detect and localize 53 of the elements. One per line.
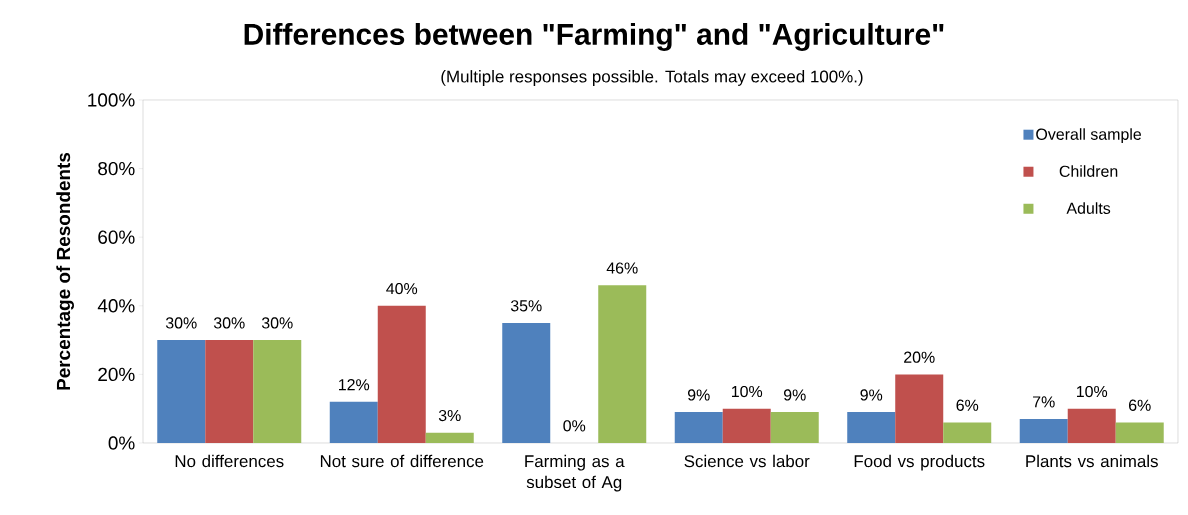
y-tick-label: 20% (98, 367, 135, 382)
y-tick-label: 100% (88, 93, 135, 107)
chart-subtitle: (Multiple responses possible. Totals may exceed 100%.) (441, 70, 863, 86)
data-label: 6% (1129, 399, 1151, 411)
data-label: 20% (904, 351, 935, 363)
x-tick-label: Food vs products (854, 454, 985, 471)
data-label: 30% (261, 317, 293, 329)
bar (770, 412, 819, 443)
bar (377, 305, 426, 443)
legend-label: Children (1059, 165, 1118, 177)
x-tick-label: Plants vs animals (1026, 454, 1158, 468)
bar (895, 374, 944, 443)
bar (502, 322, 551, 443)
bar (674, 412, 723, 443)
data-label: 9% (783, 389, 806, 401)
bar (425, 432, 474, 443)
bar (1019, 418, 1068, 443)
y-tick-label: 80% (98, 161, 135, 176)
bar (598, 285, 647, 443)
bar (847, 412, 896, 443)
bar (205, 340, 254, 443)
bar (329, 401, 378, 443)
data-label: 10% (732, 385, 763, 398)
y-axis-title: Percentage of Resondents (56, 152, 74, 390)
y-tick-label: 40% (97, 299, 135, 313)
data-label: 40% (386, 282, 418, 295)
chart-title: Differences between "Farming" and "Agriculture" (244, 22, 944, 51)
bar (722, 408, 771, 443)
bar (1115, 422, 1164, 443)
bar (253, 340, 302, 443)
data-label: 9% (860, 389, 883, 401)
data-label: 30% (213, 317, 245, 329)
data-label: 7% (1033, 396, 1055, 408)
legend-label: Overall sample (1036, 128, 1142, 144)
bar (1067, 408, 1116, 443)
x-tick-label: Not sure of difference (320, 454, 484, 468)
data-label: 3% (438, 409, 461, 422)
data-label: 35% (510, 300, 542, 312)
bar (157, 340, 206, 443)
data-label: 12% (339, 379, 370, 391)
data-label: 30% (165, 317, 197, 329)
bar (943, 422, 992, 443)
legend-label: Adults (1066, 202, 1111, 214)
data-label: 6% (956, 399, 979, 411)
data-label: 9% (687, 389, 710, 401)
data-label: 0% (563, 420, 586, 432)
y-tick-label: 0% (108, 436, 135, 450)
x-tick-label: Farming as a subset of Ag (525, 454, 625, 492)
data-label: 10% (1077, 385, 1108, 398)
x-tick-label: Science vs labor (684, 454, 810, 468)
y-tick-label: 60% (98, 230, 135, 244)
data-label: 46% (606, 262, 638, 274)
x-tick-label: No differences (175, 454, 284, 468)
